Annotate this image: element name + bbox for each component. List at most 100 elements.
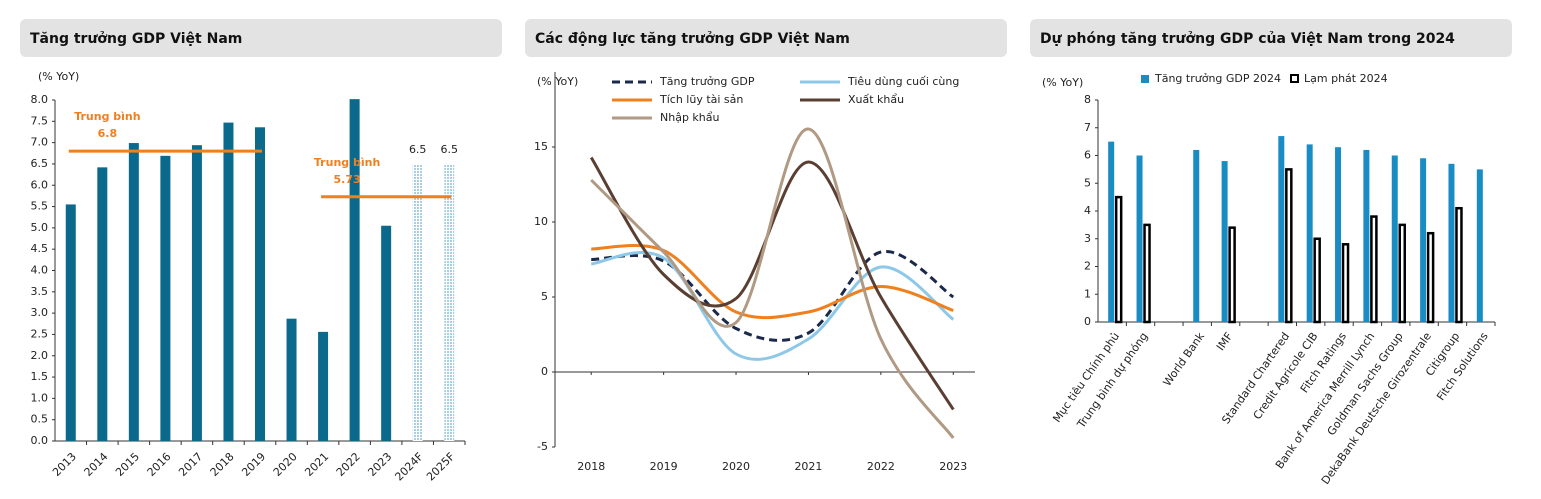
bar <box>1108 141 1115 322</box>
bar <box>1420 158 1427 322</box>
y-tick-label: 2 <box>1084 260 1091 273</box>
header-bg <box>1030 19 1512 57</box>
x-tick-label: 2017 <box>176 450 205 479</box>
x-tick-label: 2025F <box>424 450 457 483</box>
y-tick-label: 6.0 <box>31 178 49 191</box>
y-tick-label: 5 <box>541 290 548 303</box>
x-tick-label: 2015 <box>113 450 142 479</box>
bar <box>223 122 234 441</box>
y-tick-label: 5.5 <box>31 200 49 213</box>
bar <box>1335 147 1342 322</box>
average-value: 6.8 <box>98 127 118 140</box>
y-tick-label: 3.5 <box>31 285 49 298</box>
x-tick-label: 2014 <box>82 450 111 479</box>
bar <box>1306 144 1313 322</box>
series-line <box>590 250 955 361</box>
y-tick-label: 3 <box>1084 232 1091 245</box>
x-tick-label: 2021 <box>302 450 331 479</box>
bar <box>128 143 139 441</box>
average-label: Trung bình <box>314 156 380 169</box>
x-tick-label: 2020 <box>722 460 750 473</box>
x-tick-label: 2020 <box>271 450 300 479</box>
x-tick-label: 2013 <box>50 450 79 479</box>
y-tick-label: 7.0 <box>31 136 49 149</box>
bar <box>286 318 297 441</box>
y-axis-label: (% YoY) <box>1042 76 1083 89</box>
series-line <box>591 250 955 342</box>
bar <box>160 155 171 441</box>
x-tick-label: Fitch Solutions <box>1434 330 1491 403</box>
y-axis-label: (% YoY) <box>38 70 79 83</box>
bar <box>1136 155 1143 322</box>
series-line <box>590 127 955 439</box>
legend-label: Nhập khẩu <box>660 111 719 124</box>
legend-swatch <box>1290 74 1299 83</box>
bar <box>381 225 392 441</box>
bar <box>255 127 265 441</box>
y-tick-label: 8.0 <box>31 93 49 106</box>
y-tick-label: 7 <box>1084 121 1091 134</box>
bar <box>349 99 360 442</box>
y-tick-label: 8 <box>1084 93 1091 106</box>
legend-label: Lạm phát 2024 <box>1304 72 1388 85</box>
y-tick-label: 2.0 <box>31 349 49 362</box>
bar <box>191 145 202 441</box>
bar <box>1143 223 1151 324</box>
bar <box>1193 149 1200 322</box>
bar <box>1448 163 1455 322</box>
x-tick-label: World Bank <box>1161 329 1208 388</box>
y-tick-label: 5 <box>1084 176 1091 189</box>
value-label: 6.5 <box>409 143 427 156</box>
y-tick-label: 15 <box>534 140 548 153</box>
header-bg <box>525 19 1007 57</box>
y-tick-label: 2.5 <box>31 327 49 340</box>
bar <box>1285 168 1293 324</box>
x-tick-label: 2022 <box>334 450 363 479</box>
bar <box>1391 155 1398 322</box>
bar <box>1221 161 1228 322</box>
legend-label: Tích lũy tài sản <box>659 93 743 106</box>
bar <box>1228 226 1236 324</box>
y-tick-label: 3.0 <box>31 306 49 319</box>
y-axis-label: (% YoY) <box>537 75 578 88</box>
x-tick-label: 2024F <box>392 450 425 483</box>
y-tick-label: 1 <box>1084 287 1091 300</box>
bar <box>1114 195 1123 324</box>
y-tick-label: 6.5 <box>31 157 49 170</box>
bar <box>1341 243 1350 324</box>
bar <box>97 167 108 441</box>
bar <box>444 163 455 441</box>
series-line <box>591 244 954 320</box>
bar <box>1363 149 1370 322</box>
x-tick-label: 2016 <box>145 450 174 479</box>
bar <box>65 204 76 441</box>
y-tick-label: 1.5 <box>31 370 49 383</box>
bar <box>1455 206 1463 324</box>
y-tick-label: 0.0 <box>31 434 49 447</box>
average-label: Trung bình <box>74 110 140 123</box>
bar <box>1313 237 1321 324</box>
y-tick-label: 0 <box>541 365 548 378</box>
bar <box>412 163 423 441</box>
chart-title: Tăng trưởng GDP Việt Nam <box>30 31 242 47</box>
header-bg <box>20 19 502 57</box>
bar <box>1278 136 1285 322</box>
x-tick-label: 2022 <box>867 460 895 473</box>
legend-label: Xuất khẩu <box>848 93 904 106</box>
legend-label: Tiêu dùng cuối cùng <box>847 75 959 88</box>
x-tick-label: 2018 <box>577 460 605 473</box>
x-tick-label: 2023 <box>939 460 967 473</box>
average-value: 5.73 <box>334 173 361 186</box>
y-tick-label: 1.0 <box>31 391 49 404</box>
bar <box>1398 223 1406 324</box>
bar <box>1476 169 1483 322</box>
value-label: 6.5 <box>440 143 458 156</box>
y-tick-label: 4.0 <box>31 264 49 277</box>
y-tick-label: 7.5 <box>31 114 49 127</box>
y-tick-label: 10 <box>534 215 548 228</box>
series-line <box>589 156 955 411</box>
legend-swatch <box>1141 75 1149 83</box>
y-tick-label: 0.5 <box>31 413 49 426</box>
y-tick-label: 0 <box>1084 315 1091 328</box>
